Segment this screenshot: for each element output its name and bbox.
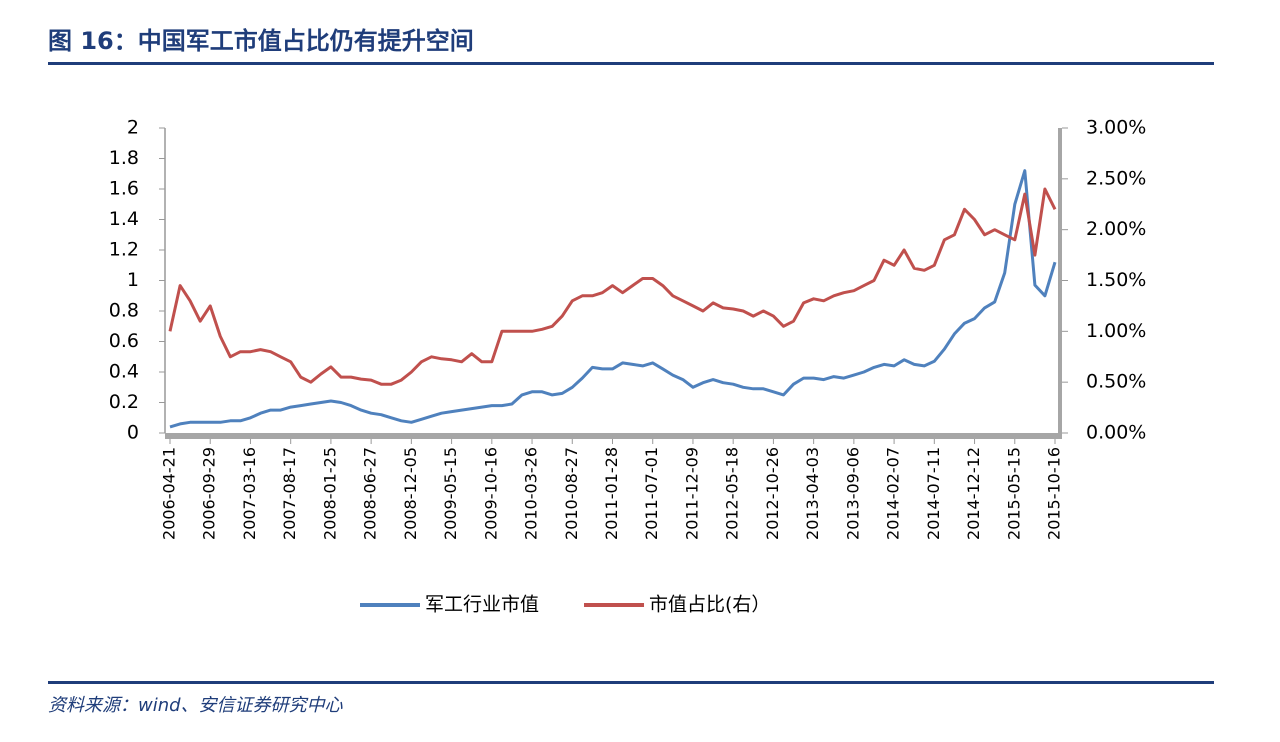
x-tick-label: 2009-05-15 — [441, 447, 460, 540]
x-tick-label: 2013-09-06 — [843, 447, 862, 540]
x-tick-label: 2008-12-05 — [401, 447, 420, 540]
x-tick-label: 2014-07-11 — [924, 447, 943, 540]
source: 资料来源：wind、安信证券研究中心 — [48, 695, 344, 716]
chart-title: 图 16：中国军工市值占比仍有提升空间 — [48, 27, 474, 55]
x-tick-label: 2008-01-25 — [320, 447, 339, 540]
y2-tick-label: 1.00% — [1086, 320, 1146, 342]
y2-tick-label: 0.00% — [1086, 422, 1146, 444]
x-tick-label: 2006-09-29 — [200, 447, 219, 540]
y2-tick-label: 0.50% — [1086, 371, 1146, 393]
x-tick-label: 2015-10-16 — [1045, 447, 1064, 540]
title-rule — [48, 62, 1214, 65]
x-tick-label: 2007-08-17 — [280, 447, 299, 540]
x-tick-label: 2010-08-27 — [562, 447, 581, 540]
x-tick-label: 2006-04-21 — [160, 447, 179, 540]
y-tick-label: 0.2 — [109, 391, 139, 413]
y2-tick-label: 2.50% — [1086, 167, 1146, 189]
y-tick-label: 0.6 — [109, 330, 139, 352]
y-tick-label: 1.6 — [109, 178, 139, 200]
y-tick-label: 0.8 — [109, 300, 139, 322]
series-line — [169, 169, 1057, 429]
x-tick-label: 2008-06-27 — [361, 447, 380, 540]
series-line — [168, 187, 1057, 386]
y2-tick-label: 1.50% — [1086, 269, 1146, 291]
y2-axis — [1058, 128, 1062, 433]
y-tick-label: 1.8 — [109, 147, 139, 169]
y2-tick-label: 2.00% — [1086, 218, 1146, 240]
source-rule — [48, 681, 1214, 684]
x-tick-label: 2015-05-15 — [1004, 447, 1023, 540]
y2-tick-label: 3.00% — [1086, 117, 1146, 139]
y-tick-label: 2 — [127, 117, 139, 139]
y-tick-label: 1.4 — [109, 208, 139, 230]
x-tick-label: 2011-07-01 — [642, 447, 661, 540]
x-tick-label: 2011-12-09 — [682, 447, 701, 540]
x-tick-label: 2010-03-26 — [522, 447, 541, 540]
y-tick-label: 0 — [127, 422, 139, 444]
x-tick-label: 2009-10-16 — [481, 447, 500, 540]
y-tick-label: 1 — [127, 269, 139, 291]
y-tick-label: 1.2 — [109, 239, 139, 261]
x-tick-label: 2011-01-28 — [602, 447, 621, 540]
x-tick-label: 2012-05-18 — [723, 447, 742, 540]
x-tick-label: 2013-04-03 — [803, 447, 822, 540]
legend-label: 军工行业市值 — [425, 594, 539, 616]
x-tick-label: 2014-02-07 — [884, 447, 903, 540]
legend-label: 市值占比(右） — [649, 594, 770, 616]
x-tick-label: 2014-12-12 — [964, 447, 983, 540]
x-axis — [165, 433, 1062, 439]
y-tick-label: 0.4 — [109, 361, 139, 383]
x-tick-label: 2012-10-26 — [763, 447, 782, 540]
x-tick-label: 2007-03-16 — [240, 447, 259, 540]
